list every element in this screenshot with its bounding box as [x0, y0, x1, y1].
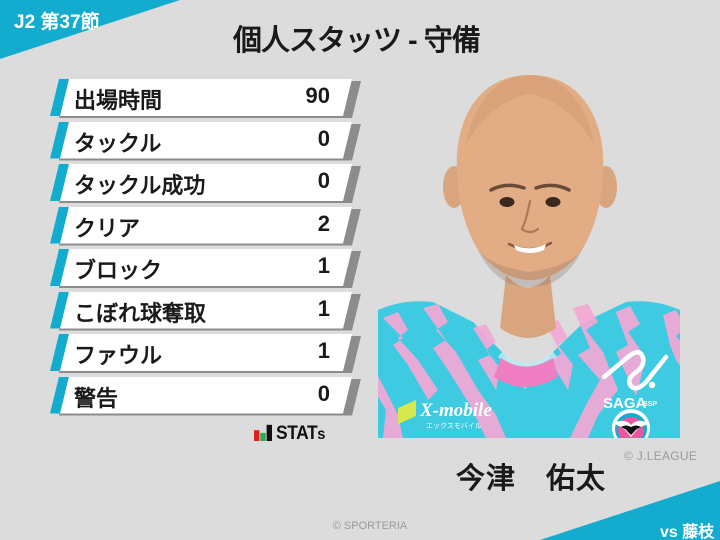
- svg-text:エックスモバイル: エックスモバイル: [426, 422, 482, 430]
- svg-text:SSP: SSP: [643, 401, 657, 408]
- svg-text:X-mobile: X-mobile: [419, 400, 492, 421]
- svg-text:SAGA: SAGA: [603, 395, 647, 412]
